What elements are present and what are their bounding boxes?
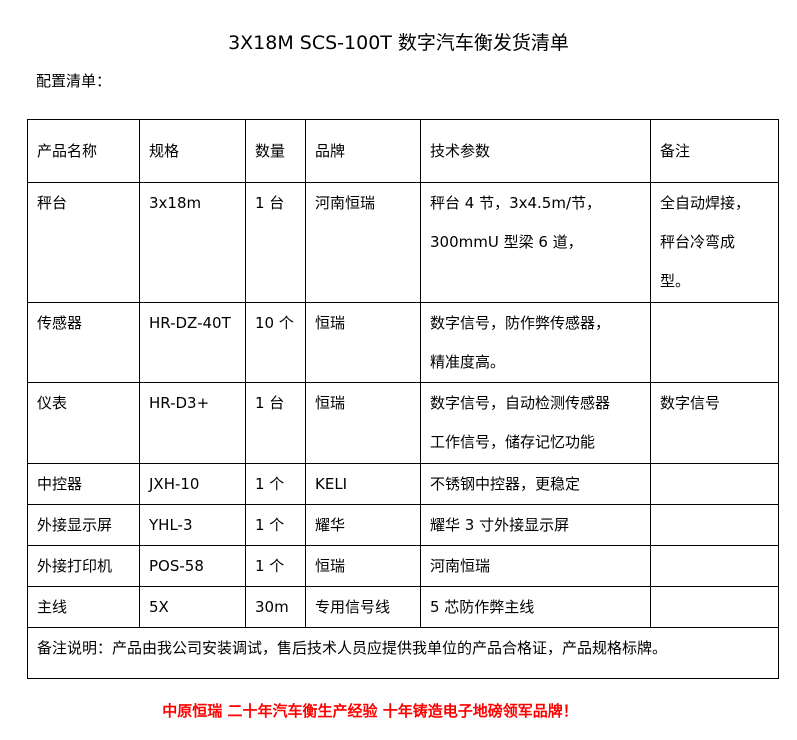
remark-cell bbox=[650, 504, 779, 546]
remark-cell: 全自动焊接， 秤台冷弯成型。 bbox=[650, 182, 779, 303]
header-cell: 备注 bbox=[650, 119, 779, 183]
remark-cell: 数字信号 bbox=[650, 382, 779, 464]
header-cell: 数量 bbox=[245, 119, 306, 183]
remark-cell-line: 数字信号 bbox=[660, 394, 721, 412]
params-cell-line: 300mmU 型梁 6 道， bbox=[430, 233, 583, 251]
document-title: 3X18M SCS-100T 数字汽车衡发货清单 bbox=[228, 32, 569, 54]
spec-cell: HR-DZ-40T bbox=[139, 302, 246, 383]
brand-cell: 恒瑞 bbox=[305, 382, 421, 464]
brand-cell: 恒瑞 bbox=[305, 545, 421, 587]
remark-cell bbox=[650, 302, 779, 383]
params-cell: 数字信号，自动检测传感器 工作信号，储存记忆功能 bbox=[420, 382, 651, 464]
header-cell: 品牌 bbox=[305, 119, 421, 183]
params-cell-line: 河南恒瑞 bbox=[430, 557, 491, 575]
params-cell-line: 不锈钢中控器，更稳定 bbox=[430, 475, 581, 493]
spec-cell: POS-58 bbox=[139, 545, 246, 587]
table-row: 中控器 JXH-10 1 个 KELI 不锈钢中控器，更稳定 bbox=[27, 463, 779, 505]
params-cell: 秤台 4 节，3x4.5m/节， 300mmU 型梁 6 道， bbox=[420, 182, 651, 303]
note-row: 备注说明：产品由我公司安装调试，售后技术人员应提供我单位的产品合格证，产品规格标… bbox=[27, 627, 779, 679]
params-cell-line: 精准度高。 bbox=[430, 353, 506, 371]
brand-cell: 河南恒瑞 bbox=[305, 182, 421, 303]
params-cell-line: 秤台 4 节，3x4.5m/节， bbox=[430, 194, 602, 212]
section-label: 配置清单： bbox=[36, 72, 112, 90]
product-name-cell: 秤台 bbox=[27, 182, 140, 303]
params-cell-line: 工作信号，储存记忆功能 bbox=[430, 433, 596, 451]
header-cell: 技术参数 bbox=[420, 119, 651, 183]
remark-cell bbox=[650, 463, 779, 505]
table-row: 外接显示屏 YHL-3 1 个耀华 耀华 3 寸外接显示屏 bbox=[27, 504, 779, 546]
table-row: 仪表 HR-D3+ 1 台恒瑞 数字信号，自动检测传感器 工作信号，储存记忆功能 数字信号 bbox=[27, 382, 779, 464]
product-name-cell: 外接打印机 bbox=[27, 545, 140, 587]
brand-cell: 耀华 bbox=[305, 504, 421, 546]
quantity-cell: 10 个 bbox=[245, 302, 306, 383]
quantity-cell: 1 台 bbox=[245, 382, 306, 464]
spec-cell: HR-D3+ bbox=[139, 382, 246, 464]
product-name-cell: 传感器 bbox=[27, 302, 140, 383]
table-row: 外接打印机 POS-58 1 个恒瑞 河南恒瑞 bbox=[27, 545, 779, 587]
table-header-row: 产品名称 规格 数量 品牌 技术参数 备注 bbox=[27, 119, 779, 183]
params-cell-line: 5 芯防作弊主线 bbox=[430, 598, 535, 616]
slogan: 中原恒瑞 二十年汽车衡生产经验 十年铸造电子地磅领军品牌！ bbox=[162, 702, 578, 720]
header-cell: 规格 bbox=[139, 119, 246, 183]
params-cell: 数字信号，防作弊传感器， 精准度高。 bbox=[420, 302, 651, 383]
config-table: 产品名称 规格 数量 品牌 技术参数 备注 秤台 3x18m 1 台河南恒瑞 秤台 4… bbox=[27, 119, 779, 679]
table-row: 传感器 HR-DZ-40T 10 个恒瑞 数字信号，防作弊传感器， 精准度高。 bbox=[27, 302, 779, 383]
brand-cell: KELI bbox=[305, 463, 421, 505]
quantity-cell: 1 个 bbox=[245, 463, 306, 505]
product-name-cell: 中控器 bbox=[27, 463, 140, 505]
remark-cell bbox=[650, 545, 779, 587]
remark-cell-line: 型。 bbox=[660, 272, 691, 290]
table-row: 秤台 3x18m 1 台河南恒瑞 秤台 4 节，3x4.5m/节， 300mmU 型梁 … bbox=[27, 182, 779, 303]
remark-cell-line: 秤台冷弯成 bbox=[660, 233, 736, 251]
quantity-cell: 1 个 bbox=[245, 545, 306, 587]
quantity-cell: 1 台 bbox=[245, 182, 306, 303]
remark-cell bbox=[650, 586, 779, 628]
spec-cell: 3x18m bbox=[139, 182, 246, 303]
quantity-cell: 1 个 bbox=[245, 504, 306, 546]
remark-cell-line: 全自动焊接， bbox=[660, 194, 751, 212]
note-cell: 备注说明：产品由我公司安装调试，售后技术人员应提供我单位的产品合格证，产品规格标… bbox=[27, 627, 779, 679]
quantity-cell: 30m bbox=[245, 586, 306, 628]
brand-cell: 恒瑞 bbox=[305, 302, 421, 383]
product-name-cell: 主线 bbox=[27, 586, 140, 628]
spec-cell: YHL-3 bbox=[139, 504, 246, 546]
params-cell-line: 耀华 3 寸外接显示屏 bbox=[430, 516, 570, 534]
header-cell: 产品名称 bbox=[27, 119, 140, 183]
table-row: 主线 5X 30m 专用信号线 5 芯防作弊主线 bbox=[27, 586, 779, 628]
product-name-cell: 外接显示屏 bbox=[27, 504, 140, 546]
params-cell-line: 数字信号，防作弊传感器， bbox=[430, 314, 611, 332]
spec-cell: JXH-10 bbox=[139, 463, 246, 505]
params-cell: 河南恒瑞 bbox=[420, 545, 651, 587]
brand-cell: 专用信号线 bbox=[305, 586, 421, 628]
params-cell: 耀华 3 寸外接显示屏 bbox=[420, 504, 651, 546]
params-cell: 5 芯防作弊主线 bbox=[420, 586, 651, 628]
params-cell-line: 数字信号，自动检测传感器 bbox=[430, 394, 611, 412]
product-name-cell: 仪表 bbox=[27, 382, 140, 464]
params-cell: 不锈钢中控器，更稳定 bbox=[420, 463, 651, 505]
spec-cell: 5X bbox=[139, 586, 246, 628]
